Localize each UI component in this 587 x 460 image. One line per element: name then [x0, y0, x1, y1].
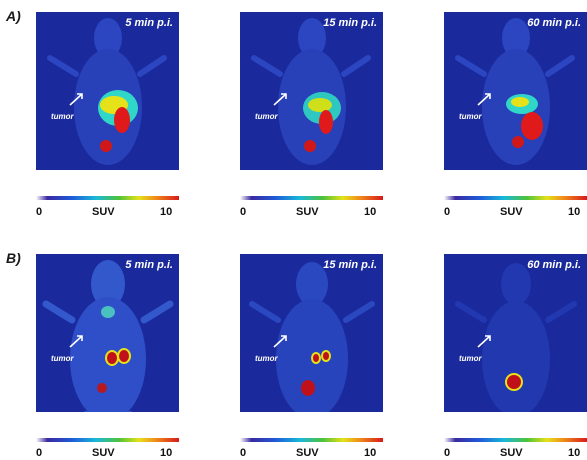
colorbar-label: SUV [296, 447, 319, 459]
colorbar-min: 0 [444, 206, 451, 218]
colorbar-label: SUV [92, 447, 115, 459]
colorbar [444, 196, 587, 200]
colorbar-min: 0 [240, 447, 247, 459]
tumor-label: tumor [255, 354, 278, 363]
pet-image-b-60min: 60 min p.i. tumor [444, 254, 587, 412]
colorbar-min: 0 [444, 447, 451, 459]
row-label-a: A) [6, 8, 21, 24]
pet-image-a-5min: 5 min p.i. tumor [36, 12, 179, 170]
colorbar [36, 196, 179, 200]
colorbar-label: SUV [500, 206, 523, 218]
arrow-icon [273, 335, 287, 348]
pet-image-b-5min: 5 min p.i. tumor [36, 254, 179, 412]
tumor-label: tumor [459, 354, 482, 363]
tumor-label: tumor [255, 112, 278, 121]
colorbar [240, 196, 383, 200]
time-label: 60 min p.i. [527, 259, 581, 271]
colorbar-max: 10 [160, 206, 173, 218]
colorbar-max: 10 [568, 206, 581, 218]
arrow-icon [477, 93, 491, 106]
colorbar [444, 438, 587, 442]
colorbar-min: 0 [240, 206, 247, 218]
arrow-icon [477, 335, 491, 348]
colorbar-label: SUV [500, 447, 523, 459]
pet-image-a-60min: 60 min p.i. tumor [444, 12, 587, 170]
colorbar-min: 0 [36, 447, 43, 459]
arrow-icon [69, 335, 83, 348]
colorbar [240, 438, 383, 442]
arrow-icon [69, 93, 83, 106]
time-label: 5 min p.i. [125, 17, 173, 29]
tumor-label: tumor [51, 112, 74, 121]
colorbar-min: 0 [36, 206, 43, 218]
time-label: 5 min p.i. [125, 259, 173, 271]
colorbar-max: 10 [364, 206, 377, 218]
time-label: 60 min p.i. [527, 17, 581, 29]
pet-image-a-15min: 15 min p.i. tumor [240, 12, 383, 170]
pet-image-b-15min: 15 min p.i. tumor [240, 254, 383, 412]
row-label-b: B) [6, 250, 21, 266]
colorbar-max: 10 [160, 447, 173, 459]
colorbar-max: 10 [364, 447, 377, 459]
colorbar-max: 10 [568, 447, 581, 459]
arrow-icon [273, 93, 287, 106]
time-label: 15 min p.i. [323, 259, 377, 271]
tumor-label: tumor [51, 354, 74, 363]
colorbar [36, 438, 179, 442]
tumor-label: tumor [459, 112, 482, 121]
time-label: 15 min p.i. [323, 17, 377, 29]
colorbar-label: SUV [296, 206, 319, 218]
colorbar-label: SUV [92, 206, 115, 218]
